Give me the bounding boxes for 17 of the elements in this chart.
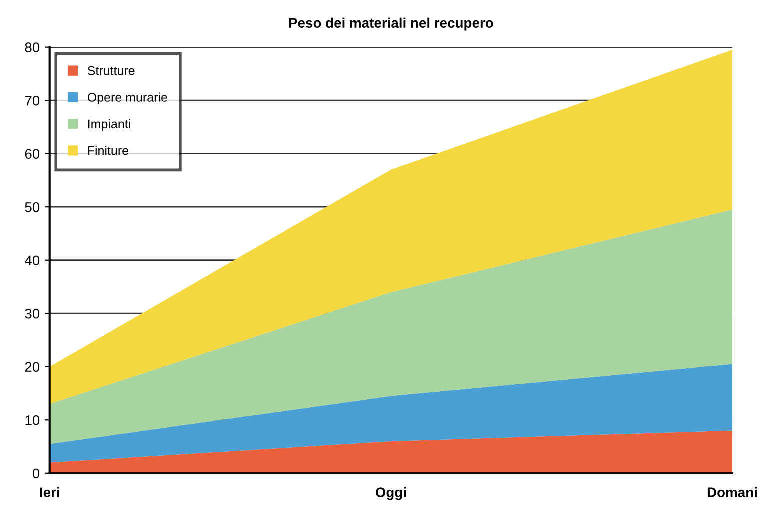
y-tick-label: 10 xyxy=(26,415,40,426)
y-tick-label: 70 xyxy=(25,96,40,106)
y-tick-label: 40 xyxy=(25,256,40,266)
legend-label: Finiture xyxy=(88,146,128,156)
x-tick-label: Ieri xyxy=(40,487,60,498)
legend-label: Opere murarie xyxy=(88,92,168,104)
y-tick-label: 80 xyxy=(25,42,40,53)
x-tick-label: Domani xyxy=(708,487,757,498)
y-tick-label: 60 xyxy=(25,149,40,160)
y-tick-label: 20 xyxy=(25,362,40,372)
y-tick-label: 50 xyxy=(25,202,40,212)
legend-label: Strutture xyxy=(88,66,135,76)
legend-label: Impianti xyxy=(88,119,130,132)
x-tick-label: Oggi xyxy=(376,487,406,500)
y-tick-label: 0 xyxy=(32,468,40,479)
y-tick-label: 30 xyxy=(25,308,40,319)
chart-title: Peso dei materiali nel recupero xyxy=(289,18,494,31)
